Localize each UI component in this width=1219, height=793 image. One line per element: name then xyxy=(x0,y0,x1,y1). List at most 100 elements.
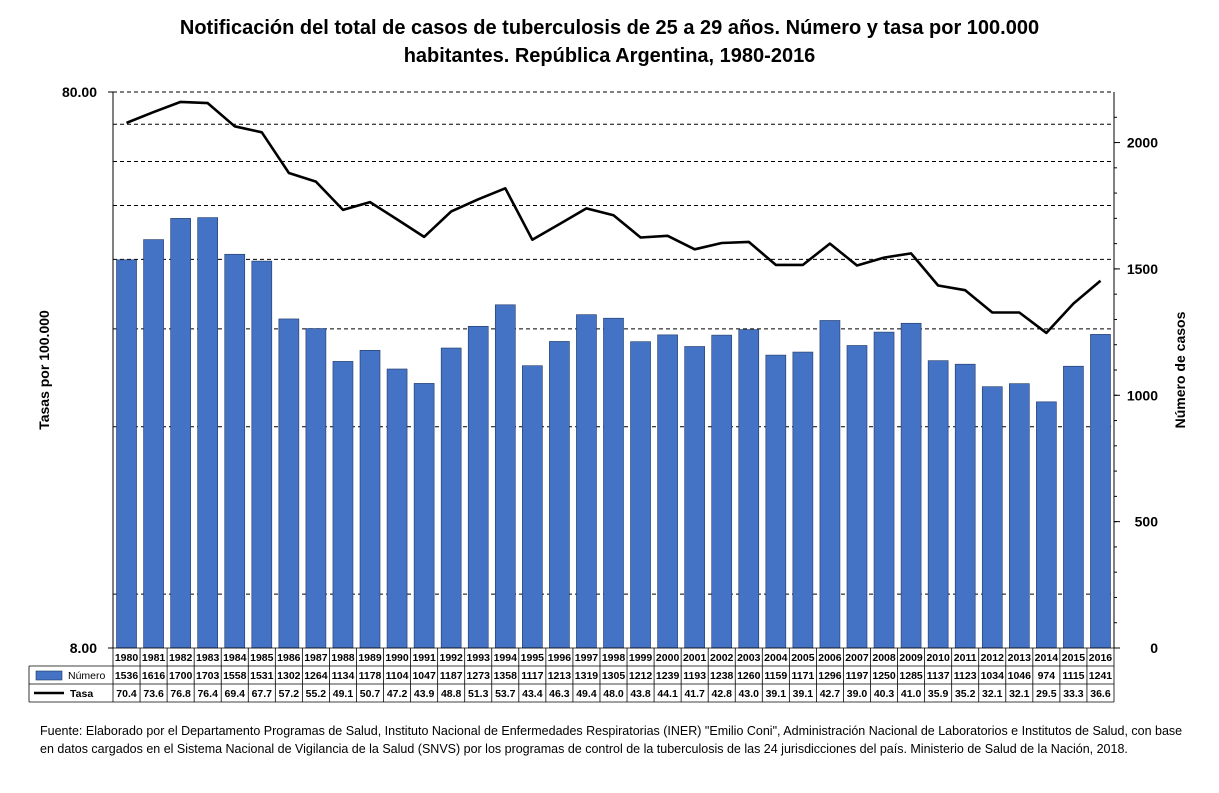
bar-1995 xyxy=(522,365,543,649)
year-label-2016: 2016 xyxy=(1089,652,1113,664)
tasa-value-2005: 39.1 xyxy=(793,688,814,700)
bar-2005 xyxy=(792,351,814,649)
year-label-1981: 1981 xyxy=(142,652,166,664)
numero-value-2005: 1171 xyxy=(791,670,814,682)
tasa-value-2013: 32.1 xyxy=(1009,688,1030,700)
chart-title-line-2: habitantes. República Argentina, 1980-20… xyxy=(403,45,816,67)
numero-value-1981: 1616 xyxy=(142,670,166,682)
tasa-value-2003: 43.0 xyxy=(739,688,760,700)
bar-series xyxy=(116,217,1111,649)
year-label-2001: 2001 xyxy=(683,652,707,664)
tasa-value-1984: 69.4 xyxy=(225,688,246,700)
numero-value-1999: 1212 xyxy=(629,670,653,682)
numero-value-1992: 1187 xyxy=(440,670,463,682)
numero-value-2004: 1159 xyxy=(764,670,787,682)
numero-value-1995: 1117 xyxy=(521,670,543,682)
tasa-value-2011: 35.2 xyxy=(955,688,976,700)
bar-2015 xyxy=(1063,365,1084,649)
tasa-value-1986: 57.2 xyxy=(279,688,300,700)
year-label-2003: 2003 xyxy=(737,652,761,664)
bar-2004 xyxy=(765,354,787,649)
year-label-1988: 1988 xyxy=(331,652,355,664)
bar-1984 xyxy=(224,253,246,649)
numero-value-2008: 1250 xyxy=(872,670,896,682)
tasa-value-2002: 42.8 xyxy=(711,688,732,700)
year-label-1986: 1986 xyxy=(277,652,301,664)
numero-value-1982: 1700 xyxy=(169,670,193,682)
bar-2012 xyxy=(981,386,1003,649)
bar-1991 xyxy=(413,383,435,649)
numero-value-2000: 1239 xyxy=(656,670,680,682)
year-label-1991: 1991 xyxy=(412,652,436,664)
year-label-2013: 2013 xyxy=(1008,652,1032,664)
bar-1980 xyxy=(116,259,137,649)
year-label-1995: 1995 xyxy=(521,652,545,664)
tasa-value-1997: 49.4 xyxy=(576,688,597,700)
bar-2016 xyxy=(1090,334,1111,649)
numero-value-2013: 1046 xyxy=(1008,670,1032,682)
year-label-2010: 2010 xyxy=(926,652,950,664)
numero-value-2001: 1193 xyxy=(683,670,706,682)
year-label-1982: 1982 xyxy=(169,652,193,664)
tasa-value-1994: 53.7 xyxy=(495,688,516,700)
bar-1985 xyxy=(251,260,273,649)
bar-1997 xyxy=(576,314,597,649)
chart-title: Notificación del total de casos de tuber… xyxy=(0,14,1219,70)
tasa-value-2001: 41.7 xyxy=(684,688,705,700)
bar-1983 xyxy=(197,217,218,649)
year-label-1999: 1999 xyxy=(629,652,653,664)
right-tick-label: 1500 xyxy=(1127,261,1158,277)
tasa-value-1995: 43.4 xyxy=(522,688,543,700)
numero-value-1998: 1305 xyxy=(602,670,626,682)
year-label-2002: 2002 xyxy=(710,652,734,664)
numero-value-1986: 1302 xyxy=(277,670,301,682)
year-label-1987: 1987 xyxy=(304,652,328,664)
bar-1993 xyxy=(467,325,489,649)
year-label-1998: 1998 xyxy=(602,652,626,664)
right-tick-label: 0 xyxy=(1150,640,1158,656)
bar-2011 xyxy=(954,363,976,649)
bar-1982 xyxy=(170,218,191,649)
tasa-value-1981: 73.6 xyxy=(143,688,164,700)
y-left-label: Tasas por 100.000 xyxy=(36,310,52,430)
numero-value-1988: 1134 xyxy=(332,670,355,682)
numero-value-2010: 1137 xyxy=(927,670,950,682)
bar-1998 xyxy=(603,317,624,649)
numero-value-2016: 1241 xyxy=(1089,670,1113,682)
tasa-value-1998: 48.0 xyxy=(603,688,624,700)
chart-title-line-1: Notificación del total de casos de tuber… xyxy=(179,17,1040,39)
year-label-1994: 1994 xyxy=(494,652,518,664)
bar-2013 xyxy=(1009,383,1030,649)
bar-2000 xyxy=(657,334,678,649)
numero-value-2014: 974 xyxy=(1038,670,1056,682)
bar-2003 xyxy=(738,329,760,649)
tasa-value-2006: 42.7 xyxy=(820,688,841,700)
bar-2014 xyxy=(1036,401,1057,649)
numero-value-2002: 1238 xyxy=(710,670,734,682)
bar-2006 xyxy=(819,320,841,649)
tasa-value-2015: 33.3 xyxy=(1063,688,1084,700)
year-label-2004: 2004 xyxy=(764,652,788,664)
bar-1996 xyxy=(549,341,570,649)
numero-value-1980: 1536 xyxy=(115,670,139,682)
year-label-1997: 1997 xyxy=(575,652,599,664)
tasa-value-2000: 44.1 xyxy=(657,688,678,700)
tasa-value-2009: 41.0 xyxy=(901,688,922,700)
numero-value-1991: 1047 xyxy=(412,670,436,682)
tasa-value-1980: 70.4 xyxy=(116,688,137,700)
data-table: 1980 1981 1982 1983 1984 1985 1986 1987 1988 1989… xyxy=(28,647,1115,703)
year-label-2008: 2008 xyxy=(872,652,896,664)
year-label-1990: 1990 xyxy=(385,652,409,664)
bar-1987 xyxy=(305,328,327,649)
year-label-1992: 1992 xyxy=(439,652,463,664)
year-label-1984: 1984 xyxy=(223,652,247,664)
bar-1981 xyxy=(143,239,164,649)
year-label-1989: 1989 xyxy=(358,652,382,664)
bar-1992 xyxy=(440,347,462,649)
tasa-value-1982: 76.8 xyxy=(170,688,191,700)
tasa-value-1983: 76.4 xyxy=(197,688,218,700)
year-label-2000: 2000 xyxy=(656,652,680,664)
right-tick-label: 2000 xyxy=(1127,135,1158,151)
year-label-2006: 2006 xyxy=(818,652,842,664)
